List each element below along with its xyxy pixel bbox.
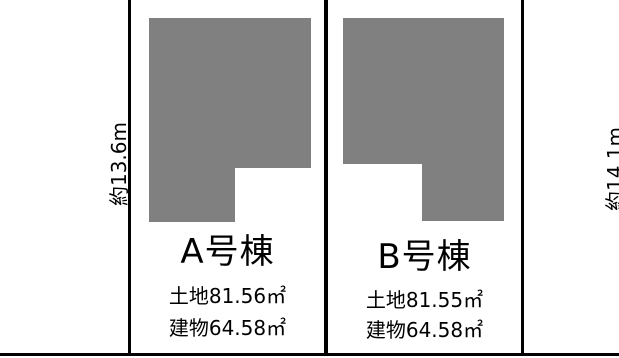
lot-b-building-area: 建物64.58㎡	[365, 318, 484, 342]
dimension-left: 約13.6m	[107, 122, 131, 207]
lot-b: B号棟 土地81.55㎡ 建物64.58㎡	[325, 0, 524, 356]
building-footprint-b	[343, 18, 504, 221]
lot-b-land-area: 土地81.55㎡	[365, 288, 484, 312]
road-boundary-line	[0, 353, 619, 356]
lot-b-name: B号棟	[377, 237, 472, 277]
lot-a-land-area: 土地81.56㎡	[168, 284, 287, 308]
lot-a-name: A号棟	[180, 232, 275, 272]
dimension-right: 約14.1m	[603, 127, 619, 212]
building-footprint-a	[149, 18, 311, 222]
lot-a-building-area: 建物64.58㎡	[168, 316, 287, 340]
lot-a: A号棟 土地81.56㎡ 建物64.58㎡	[128, 0, 327, 356]
